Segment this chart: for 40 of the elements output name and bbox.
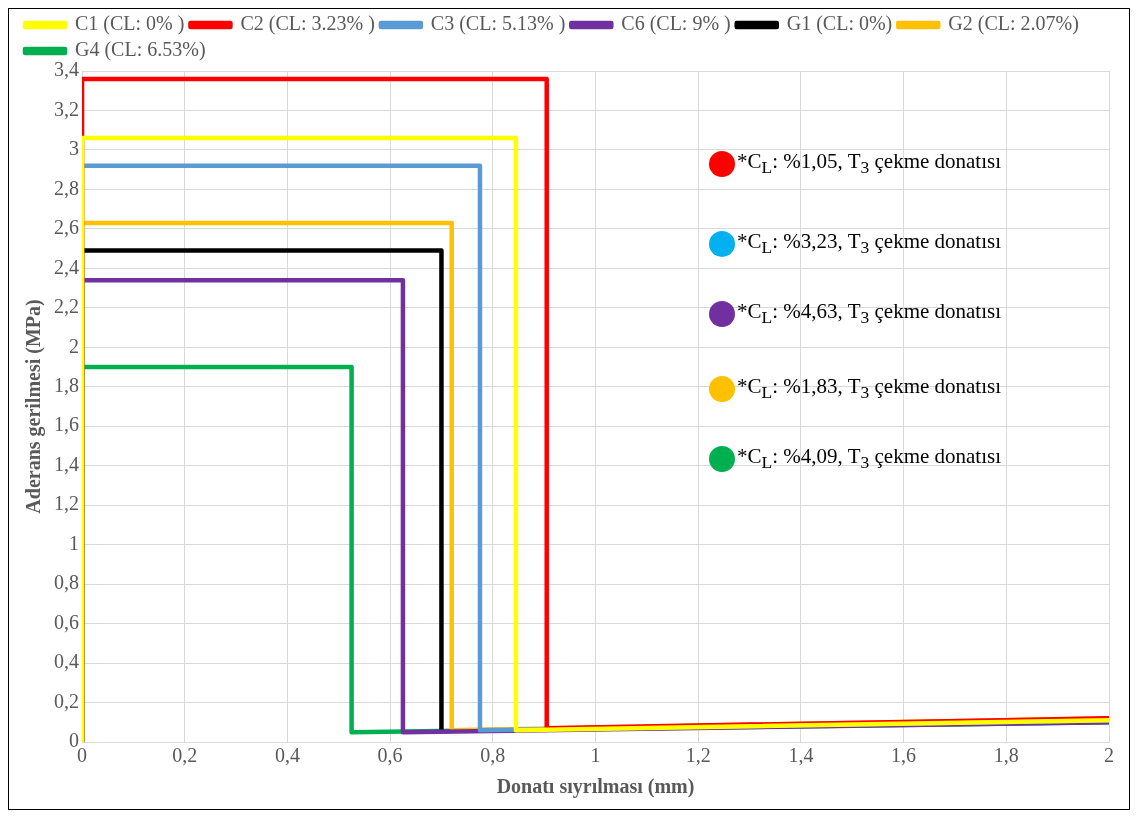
x-tick-label: 0,2 [172, 744, 198, 767]
x-tick-label: 0,6 [377, 744, 403, 767]
y-tick-label: 0,2 [54, 689, 79, 712]
legend-label: C2 (CL: 3.23% ) [240, 12, 375, 36]
y-tick-label: 2,8 [54, 176, 79, 199]
x-tick-label: 1,4 [788, 744, 814, 767]
x-tick-label: 2 [1104, 744, 1114, 767]
annotation: *C$_{L}$: %4,63, T$_{3}$ çekme donatısı [737, 299, 1002, 329]
legend-label: C6 (CL: 9% ) [621, 12, 731, 36]
y-tick-label: 3,2 [54, 97, 79, 120]
y-tick-label: 1 [69, 531, 79, 554]
y-tick-label: 0 [69, 729, 79, 752]
y-tick-label: 2,2 [54, 295, 79, 318]
annotation: *C$_{L}$: %4,09, T$_{3}$ çekme donatısı [737, 444, 1002, 474]
y-tick-label: 2,6 [54, 216, 79, 239]
legend-label: G1 (CL: 0%) [786, 12, 893, 36]
legend-label: C3 (CL: 5.13% ) [430, 12, 566, 36]
x-tick-label: 1,8 [993, 744, 1019, 767]
x-tick-label: 1,6 [891, 744, 917, 767]
y-tick-label: 2,4 [54, 255, 79, 278]
x-tick-label: 1 [590, 744, 601, 767]
y-tick-label: 1,6 [54, 413, 79, 436]
legend-label: G2 (CL: 2.07%) [948, 12, 1079, 36]
y-tick-label: 0,6 [54, 610, 79, 633]
x-tick-label: 1,2 [685, 744, 711, 767]
annotation: *C$_{L}$: %1,05, T$_{3}$ çekme donatısı [737, 149, 1002, 179]
x-axis-title: Donatı sıyrılması (mm) [496, 775, 695, 799]
legend-label: C1 (CL: 0% ) [75, 12, 185, 36]
y-tick-label: 3 [69, 137, 79, 160]
annotation: *C$_{L}$: %3,23, T$_{3}$ çekme donatısı [737, 229, 1002, 259]
y-tick-label: 1,8 [54, 374, 79, 397]
x-tick-label: 0,4 [274, 744, 300, 767]
y-tick-label: 0,4 [54, 650, 79, 673]
x-tick-label: 0,8 [480, 744, 506, 767]
y-tick-label: 1,4 [54, 452, 79, 475]
annotation: *C$_{L}$: %1,83, T$_{3}$ çekme donatısı [737, 374, 1002, 404]
y-tick-label: 0,8 [54, 571, 79, 594]
y-tick-label: 2 [69, 334, 79, 357]
y-axis-title: Aderans gerilmesi (MPa) [22, 299, 46, 514]
y-tick-label: 1,2 [54, 492, 79, 515]
